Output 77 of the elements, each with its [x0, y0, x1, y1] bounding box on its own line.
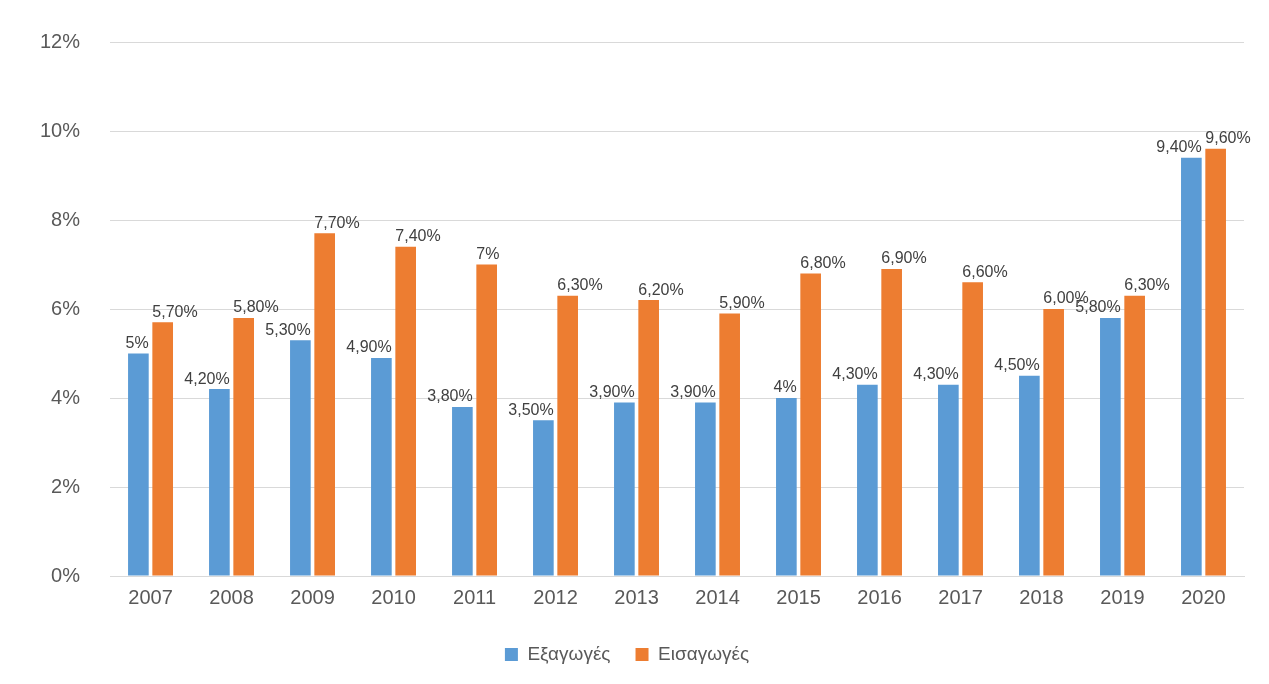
bar: [476, 264, 497, 576]
x-tick-label: 2007: [128, 585, 173, 608]
bar: [1181, 157, 1202, 576]
bar: [857, 384, 878, 576]
data-label: 4,20%: [184, 369, 230, 387]
data-label: 5,70%: [152, 302, 198, 320]
data-label: 6,30%: [557, 276, 603, 294]
data-label: 6,90%: [881, 249, 927, 267]
data-label: 9,40%: [1156, 138, 1202, 156]
x-tick-label: 2009: [290, 585, 335, 608]
data-label: 6,80%: [800, 253, 846, 271]
bar: [533, 420, 554, 576]
bar: [1205, 148, 1226, 576]
bar: [638, 300, 659, 576]
y-tick-label: 8%: [51, 207, 81, 230]
y-tick-label: 2%: [51, 474, 81, 497]
data-label: 7,70%: [314, 213, 360, 231]
data-label: 3,90%: [670, 382, 716, 400]
bar: [776, 398, 797, 576]
data-label: 5%: [125, 333, 149, 351]
bar: [800, 273, 821, 576]
data-label: 4,50%: [994, 356, 1040, 374]
bar: [209, 389, 230, 576]
x-tick-label: 2017: [938, 585, 983, 608]
x-tick-label: 2010: [371, 585, 416, 608]
legend-label: Εξαγωγές: [527, 642, 611, 664]
bar: [371, 357, 392, 576]
x-tick-label: 2018: [1019, 585, 1064, 608]
data-label: 6,20%: [638, 280, 684, 298]
data-label: 4,90%: [346, 338, 392, 356]
data-label: 9,60%: [1205, 129, 1251, 147]
bar: [614, 402, 635, 576]
bar: [314, 233, 335, 576]
data-label: 4,30%: [832, 365, 878, 383]
data-label: 6,30%: [1124, 276, 1170, 294]
bar: [452, 406, 473, 576]
y-tick-label: 10%: [40, 118, 81, 141]
y-tick-label: 0%: [51, 563, 81, 586]
data-label: 5,90%: [719, 293, 765, 311]
data-label: 7,40%: [395, 227, 441, 245]
bar: [695, 402, 716, 576]
bar: [1019, 375, 1040, 576]
y-tick-label: 12%: [40, 29, 81, 52]
bar: [1043, 309, 1064, 576]
x-tick-label: 2013: [614, 585, 659, 608]
bar: [719, 313, 740, 576]
data-label: 3,80%: [427, 387, 473, 405]
data-label: 3,50%: [508, 400, 554, 418]
x-tick-label: 2016: [857, 585, 902, 608]
x-tick-label: 2015: [776, 585, 821, 608]
bar: [395, 246, 416, 576]
y-tick-label: 6%: [51, 296, 81, 319]
data-label: 3,90%: [589, 382, 635, 400]
x-tick-label: 2014: [695, 585, 740, 608]
x-tick-label: 2012: [533, 585, 578, 608]
data-label: 5,30%: [265, 320, 311, 338]
y-tick-label: 4%: [51, 385, 81, 408]
data-label: 4,30%: [913, 365, 959, 383]
data-label: 7%: [476, 244, 500, 262]
bar: [1124, 295, 1145, 576]
bar: [557, 295, 578, 576]
x-tick-label: 2011: [453, 585, 497, 608]
data-label: 4%: [773, 378, 797, 396]
bar: [938, 384, 959, 576]
bar: [881, 268, 902, 576]
x-tick-label: 2020: [1181, 585, 1226, 608]
legend-label: Εισαγωγές: [658, 642, 750, 664]
x-tick-label: 2008: [209, 585, 254, 608]
bar: [962, 282, 983, 576]
bar: [1100, 317, 1121, 576]
bar: [152, 322, 174, 576]
bar: [128, 353, 149, 576]
data-label: 5,80%: [233, 298, 279, 316]
bar: [290, 340, 311, 576]
bar: [233, 317, 254, 576]
data-label: 6,60%: [962, 262, 1008, 280]
x-tick-label: 2019: [1100, 585, 1145, 608]
